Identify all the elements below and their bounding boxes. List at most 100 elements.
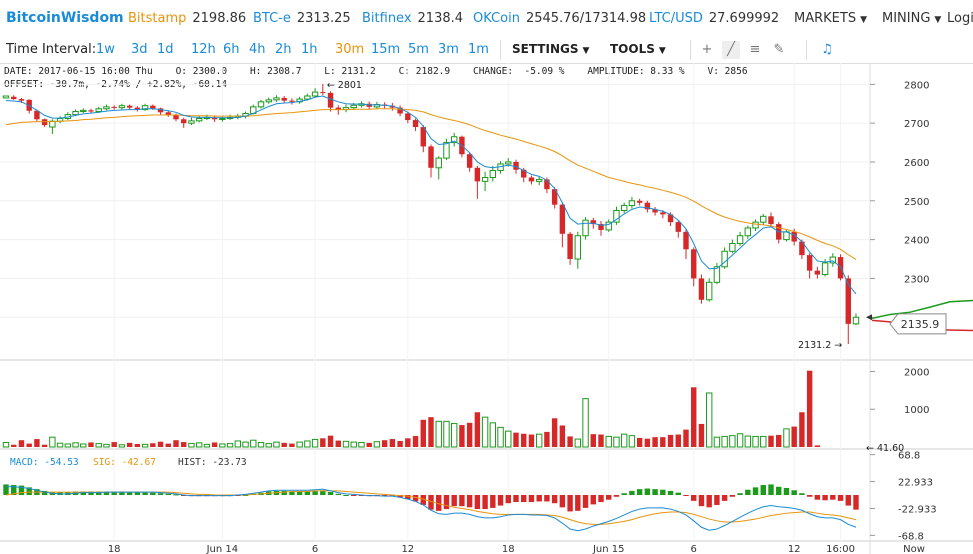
bell-icon[interactable]: ♫ <box>821 42 833 57</box>
macd-hist-bar <box>544 495 550 502</box>
candle-body <box>72 111 79 116</box>
candle-body <box>103 106 110 110</box>
macd-hist-bar <box>814 495 821 500</box>
crosshair-icon[interactable]: + <box>701 42 713 57</box>
candle-body <box>412 120 419 128</box>
markets-menu[interactable]: MARKETS ▼ <box>794 11 867 26</box>
volume-bar <box>559 425 566 447</box>
volume-bar <box>814 445 821 447</box>
candle-body <box>705 281 713 301</box>
candle-body <box>598 224 604 230</box>
volume-bar <box>613 436 620 448</box>
volume-bar <box>443 420 450 448</box>
candle-body <box>211 117 218 120</box>
interval-1w[interactable]: 1w <box>96 42 115 57</box>
interval-2h[interactable]: 2h <box>275 42 292 57</box>
macd-hist-bar <box>660 489 666 495</box>
macd-hist-bar <box>80 491 86 495</box>
settings-menu[interactable]: SETTINGS ▼ <box>512 42 589 56</box>
volume-bar <box>582 398 589 448</box>
macd-hist-bar <box>837 495 844 501</box>
interval-12h[interactable]: 12h <box>191 42 216 57</box>
mining-menu[interactable]: MINING ▼ <box>882 11 941 26</box>
ticker-bitfinex[interactable]: Bitfinex 2138.4 <box>362 11 463 26</box>
ticker-bitstamp[interactable]: Bitstamp 2198.86 <box>128 11 246 26</box>
ema-long-line <box>5 108 857 260</box>
interval-5m[interactable]: 5m <box>408 42 429 57</box>
candle-body <box>474 167 481 182</box>
price-tick-label: 2400 <box>904 236 929 247</box>
fib-lines-icon[interactable]: ≡ <box>749 42 761 57</box>
interval-30m[interactable]: 30m <box>335 42 365 57</box>
candle-body <box>435 157 442 169</box>
time-tick-label: 16:00 <box>826 544 855 554</box>
price-tick-label: 2500 <box>904 197 929 208</box>
macd-hist-bar <box>490 495 496 508</box>
candle-body <box>420 127 426 147</box>
candle-body <box>428 146 434 168</box>
macd-hist-bar <box>768 484 774 495</box>
price-tick-label: 2600 <box>904 158 929 169</box>
macd-hist-bar <box>799 493 805 495</box>
macd-tick-label: -22.933 <box>898 504 937 515</box>
macd-hist-bar <box>157 493 164 495</box>
volume-bar <box>304 440 311 448</box>
macd-hist-bar <box>606 495 612 500</box>
logo[interactable]: BitcoinWisdom <box>6 10 124 26</box>
volume-bar <box>118 444 126 448</box>
price-chart[interactable]: 28002700260025002400230022001000200068.8… <box>0 63 973 554</box>
macd-hist-bar <box>11 485 17 495</box>
interval-6h[interactable]: 6h <box>223 42 240 57</box>
macd-hist-bar <box>466 495 473 508</box>
time-tick-label: Jun 14 <box>206 544 239 554</box>
macd-hist-bar <box>613 495 620 497</box>
ticker-okcoin[interactable]: OKCoin 2545.76/17314.98 <box>473 11 646 26</box>
time-interval-label: Time Interval: <box>6 42 97 57</box>
volume-bar <box>783 428 790 448</box>
macd-hist-bar <box>351 495 357 496</box>
macd-hist-bar <box>683 495 689 496</box>
macd-hist-bar <box>590 495 596 505</box>
line-draw-icon[interactable]: ╱ <box>722 41 740 59</box>
candle-body <box>551 189 558 205</box>
ticker-ltcusd[interactable]: LTC/USD 27.699992 <box>649 11 779 26</box>
volume-bar <box>211 442 218 447</box>
volume-bar <box>72 442 79 448</box>
ticker-exchange: Bitstamp <box>128 11 187 26</box>
candle-body <box>613 210 620 223</box>
macd-hist-bar <box>629 490 635 495</box>
interval-1m[interactable]: 1m <box>468 42 489 57</box>
macd-hist-bar <box>845 495 851 506</box>
candle-body <box>729 242 736 252</box>
pencil-icon[interactable]: ✎ <box>773 42 785 57</box>
interval-3d[interactable]: 3d <box>131 42 148 57</box>
ticker-price: 2313.25 <box>296 11 351 26</box>
macd-hist-bar <box>652 489 658 495</box>
candle-body <box>791 231 797 242</box>
interval-1d[interactable]: 1d <box>157 42 174 57</box>
interval-3m[interactable]: 3m <box>438 42 459 57</box>
candle-body <box>535 178 543 182</box>
macd-hist-bar <box>497 495 504 506</box>
candle-body <box>118 105 126 109</box>
ticker-btce[interactable]: BTC-e 2313.25 <box>253 11 351 26</box>
high-annotation: ← 2801 <box>327 80 362 91</box>
candle-body <box>698 278 705 300</box>
candle-body <box>165 112 171 115</box>
candle-body <box>157 108 164 113</box>
interval-15m[interactable]: 15m <box>371 42 401 57</box>
divider <box>500 40 501 60</box>
volume-bar <box>281 442 287 447</box>
volume-bar <box>49 436 56 448</box>
tools-menu[interactable]: TOOLS ▼ <box>610 42 666 56</box>
candle-body <box>327 92 334 108</box>
interval-1h[interactable]: 1h <box>301 42 318 57</box>
candle-body <box>567 233 573 260</box>
toolbar: Time Interval: 1w 3d 1d 12h 6h 4h 2h 1h … <box>0 37 973 64</box>
volume-bar <box>752 435 759 448</box>
macd-hist-bar <box>822 495 828 501</box>
interval-4h[interactable]: 4h <box>249 42 266 57</box>
login-link[interactable]: Logi <box>947 11 973 26</box>
candle-body <box>443 142 450 159</box>
volume-bar <box>481 416 489 448</box>
